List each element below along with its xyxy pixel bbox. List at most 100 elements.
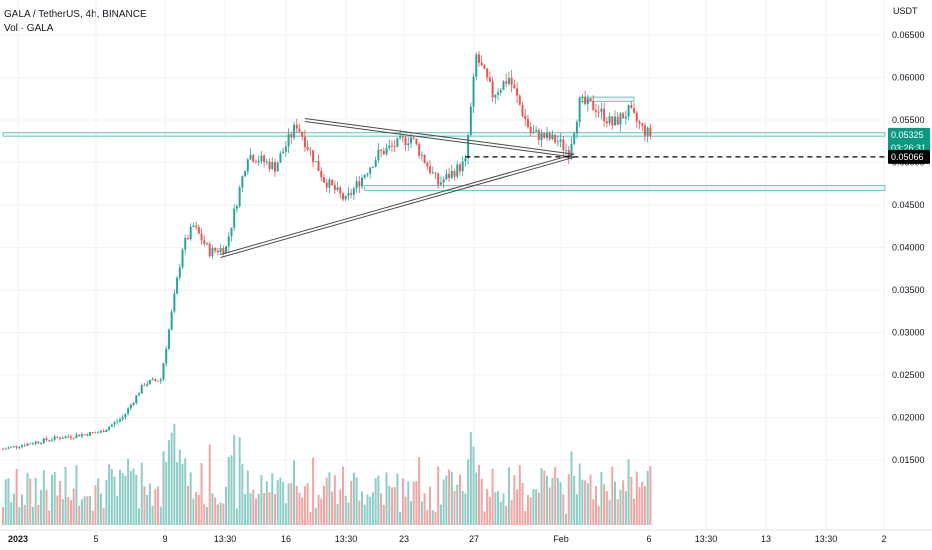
volume-bar (344, 496, 347, 525)
volume-bar (78, 505, 81, 525)
candle-body (374, 160, 377, 168)
candle-body (396, 137, 399, 147)
candle (396, 137, 399, 148)
candle-body (113, 422, 116, 425)
candle (518, 93, 521, 106)
candle (635, 110, 638, 129)
candle (641, 122, 644, 132)
volume-bar (295, 485, 298, 525)
volume-bar (72, 488, 75, 525)
volume-bar (110, 468, 113, 525)
volume-bar (192, 498, 195, 525)
candle-body (464, 158, 467, 162)
candle (646, 126, 649, 143)
candle (211, 244, 214, 260)
volume-bar (197, 494, 200, 525)
candle (388, 139, 391, 151)
candle (543, 132, 546, 139)
candle (151, 377, 154, 381)
candle (521, 102, 524, 118)
candle-body (526, 118, 529, 127)
volume-bar (195, 492, 198, 525)
candle-body (573, 133, 576, 144)
candle-body (91, 432, 94, 433)
candle (12, 445, 15, 448)
candle (594, 104, 597, 118)
y-tick-label: 0.05500 (892, 115, 925, 125)
volume-bar (301, 497, 304, 525)
volume-bar (401, 478, 404, 525)
volume-bar (34, 477, 37, 525)
candle-body (75, 434, 78, 438)
volume-bar (442, 479, 445, 525)
candle-body (521, 104, 524, 116)
volume-bar (518, 464, 521, 525)
candle-body (197, 227, 200, 234)
volume-bar (385, 472, 388, 525)
volume-bar (200, 462, 203, 525)
x-tick-label: 6 (646, 534, 651, 544)
candle-body (162, 363, 165, 380)
candle-body (282, 151, 285, 154)
volume-bar (146, 494, 149, 525)
candle (195, 221, 198, 231)
candle-body (26, 443, 29, 446)
currency-label[interactable]: USDT (893, 6, 918, 16)
volume-bar (589, 474, 592, 525)
candle (78, 434, 81, 437)
volume-bar (42, 470, 45, 525)
candle (573, 131, 576, 146)
symbol-title[interactable]: GALA / TetherUS, 4h, BINANCE (4, 9, 147, 20)
candle (513, 79, 516, 89)
candle-body (159, 379, 162, 381)
candle (124, 413, 127, 421)
volume-bar (320, 498, 323, 525)
candle-body (388, 145, 391, 149)
volume-bar (148, 483, 151, 525)
volume-bar (260, 475, 263, 525)
candle-body (453, 171, 456, 177)
candle (469, 102, 472, 136)
candle (140, 383, 143, 394)
candle-body (298, 128, 301, 132)
volume-bar (99, 493, 102, 525)
candle (257, 155, 260, 166)
candle-body (439, 182, 442, 185)
candle (129, 403, 132, 411)
candle (2, 447, 4, 450)
candle (622, 111, 625, 119)
volume-indicator-label[interactable]: Vol · GALA (4, 23, 54, 34)
candle-body (10, 446, 13, 448)
volume-bar (167, 440, 170, 525)
volume-bar (132, 468, 135, 525)
candle-body (143, 385, 146, 386)
candle-body (241, 176, 244, 188)
candle-body (507, 77, 510, 84)
candle-body (429, 166, 432, 174)
volume-bar (83, 496, 86, 525)
candle-body (72, 437, 75, 439)
candle-body (442, 179, 445, 183)
candle-body (649, 127, 652, 137)
candle-body (70, 436, 72, 438)
volume-bar (159, 506, 162, 525)
candle-body (488, 77, 491, 82)
volume-bar (420, 501, 423, 525)
candle (458, 162, 461, 176)
y-tick-label: 0.03000 (892, 328, 925, 338)
candle (287, 128, 290, 154)
candle (415, 138, 418, 146)
candle-body (407, 143, 410, 146)
candle (293, 121, 296, 141)
candle (488, 71, 491, 83)
candle (548, 131, 551, 141)
candle (276, 160, 279, 172)
candle (59, 436, 62, 441)
candle (306, 140, 309, 152)
candle (238, 185, 241, 209)
volume-bar (616, 499, 619, 525)
candle (497, 88, 500, 101)
candle-body (271, 162, 274, 169)
candle-body (317, 161, 320, 171)
